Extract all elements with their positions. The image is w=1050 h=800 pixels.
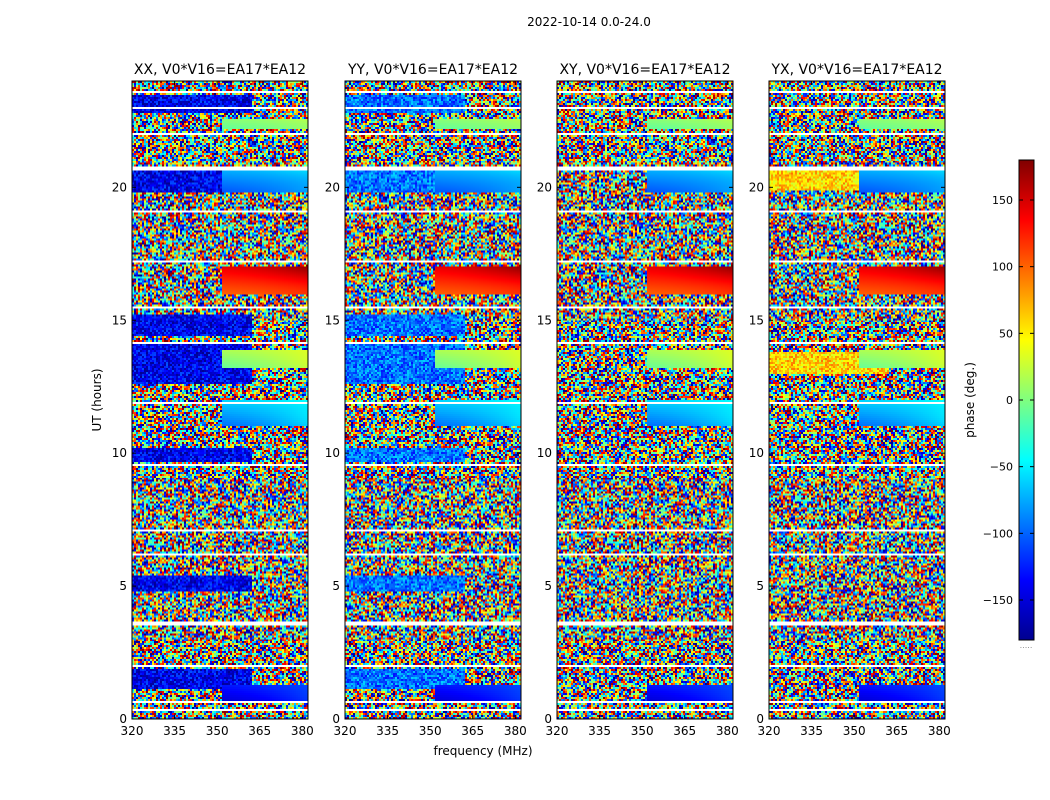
x-tick-label: 350 xyxy=(631,724,654,738)
panel-2: YY, V0*V16=EA17*EA12 320 335 350 365 380 0 5 10 1… xyxy=(325,62,533,758)
x-tick-label: 350 xyxy=(419,724,442,738)
y-tick-label: 5 xyxy=(332,579,340,593)
y-tick-label: 0 xyxy=(544,712,552,726)
colorbar-tick-label: 150 xyxy=(992,194,1013,207)
x-tick-label: 380 xyxy=(504,724,527,738)
panels: XX, V0*V16=EA17*EA12 320 335 350 365 380 0 5 10 1… xyxy=(90,62,951,758)
panel-title: XY, V0*V16=EA17*EA12 xyxy=(559,62,730,78)
y-tick-label: 10 xyxy=(112,446,127,460)
y-tick-label: 0 xyxy=(119,712,127,726)
y-tick-label: 20 xyxy=(749,180,764,194)
panel-title: YX, V0*V16=EA17*EA12 xyxy=(770,62,942,78)
colorbar-tick-label: 50 xyxy=(999,327,1013,340)
y-axis-label: UT (hours) xyxy=(90,368,104,431)
x-tick-label: 350 xyxy=(843,724,866,738)
x-tick-label: 365 xyxy=(885,724,908,738)
x-tick-label: 350 xyxy=(206,724,229,738)
x-tick-label: 320 xyxy=(758,724,781,738)
x-tick-label: 320 xyxy=(546,724,569,738)
axes-frame xyxy=(131,80,309,720)
colorbar-tick-label: −150 xyxy=(983,594,1013,607)
y-tick-label: 0 xyxy=(756,712,764,726)
colorbar: −150 −100 −50 0 50 100 150 phase (deg.) ..... xyxy=(963,159,1035,650)
x-tick-label: 380 xyxy=(716,724,739,738)
x-tick-label: 335 xyxy=(800,724,823,738)
panel-3: XY, V0*V16=EA17*EA12 320 335 350 365 380 0 5 10 1… xyxy=(537,62,739,738)
y-tick-label: 10 xyxy=(749,446,764,460)
x-tick-label: 335 xyxy=(163,724,186,738)
x-tick-label: 380 xyxy=(291,724,314,738)
y-tick-label: 5 xyxy=(544,579,552,593)
y-tick-label: 15 xyxy=(112,313,127,327)
phase-heatmap xyxy=(345,81,521,719)
colorbar-tick-label: 100 xyxy=(992,261,1013,274)
y-tick-label: 15 xyxy=(537,313,552,327)
y-tick-label: 20 xyxy=(325,180,340,194)
x-tick-label: 365 xyxy=(461,724,484,738)
x-tick-label: 365 xyxy=(248,724,271,738)
axes-frame xyxy=(344,80,522,720)
y-tick-label: 5 xyxy=(756,579,764,593)
x-axis-label: frequency (MHz) xyxy=(433,744,532,758)
colorbar-tick-label: −100 xyxy=(983,527,1013,540)
colorbar-label: phase (deg.) xyxy=(963,362,977,438)
y-tick-label: 20 xyxy=(537,180,552,194)
y-tick-label: 15 xyxy=(749,313,764,327)
axes-frame xyxy=(556,80,734,720)
phase-heatmap xyxy=(557,81,733,719)
panel-4: YX, V0*V16=EA17*EA12 320 335 350 365 380 0 5 10 1… xyxy=(749,62,951,738)
colorbar-ticks: −150 −100 −50 0 50 100 150 xyxy=(983,194,1034,607)
y-tick-label: 10 xyxy=(325,446,340,460)
x-tick-label: 365 xyxy=(673,724,696,738)
x-tick-label: 380 xyxy=(928,724,951,738)
x-tick-label: 335 xyxy=(588,724,611,738)
y-tick-label: 0 xyxy=(332,712,340,726)
colorbar-footer: ..... xyxy=(1020,641,1033,650)
panel-title: XX, V0*V16=EA17*EA12 xyxy=(134,62,306,78)
axes-frame xyxy=(768,80,946,720)
x-tick-label: 335 xyxy=(376,724,399,738)
y-tick-label: 20 xyxy=(112,180,127,194)
y-tick-label: 15 xyxy=(325,313,340,327)
phase-heatmap xyxy=(132,81,308,719)
colorbar-tick-label: −50 xyxy=(990,461,1013,474)
phase-heatmap xyxy=(769,81,945,719)
x-tick-label: 320 xyxy=(334,724,357,738)
panel-title: YY, V0*V16=EA17*EA12 xyxy=(347,62,518,78)
y-tick-label: 10 xyxy=(537,446,552,460)
colorbar-tick-label: 0 xyxy=(1006,394,1013,407)
y-tick-label: 5 xyxy=(119,579,127,593)
x-tick-label: 320 xyxy=(121,724,144,738)
panel-1: XX, V0*V16=EA17*EA12 320 335 350 365 380 0 5 10 1… xyxy=(90,62,314,738)
figure-title: 2022-10-14 0.0-24.0 xyxy=(527,15,651,29)
